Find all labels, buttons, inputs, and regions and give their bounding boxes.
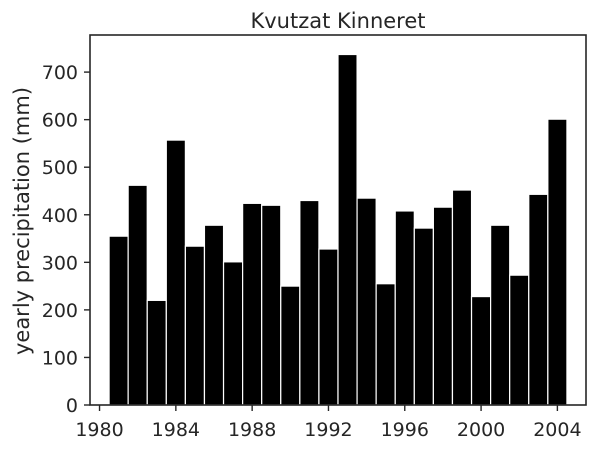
x-tick-label: 1980 [75, 419, 123, 441]
y-tick-label: 100 [42, 347, 78, 369]
bar-2004 [547, 118, 568, 406]
bar-1994 [356, 197, 377, 406]
y-tick-label: 400 [42, 205, 78, 227]
bar-1989 [261, 204, 282, 406]
bar-2001 [490, 224, 511, 406]
bar-1997 [413, 227, 434, 406]
bars-group [108, 53, 568, 406]
x-tick-label: 1984 [152, 419, 200, 441]
bar-1984 [165, 139, 186, 406]
bar-2000 [470, 295, 492, 406]
bar-1999 [451, 189, 473, 406]
bar-2003 [528, 193, 549, 406]
x-tick-label: 1996 [381, 419, 429, 441]
y-tick-label: 0 [66, 395, 78, 417]
bar-1988 [242, 202, 263, 406]
bar-1981 [108, 235, 129, 406]
y-tick-label: 700 [42, 62, 78, 84]
y-tick-label: 200 [42, 300, 78, 322]
bar-1986 [203, 224, 225, 406]
bar-1992 [318, 248, 339, 406]
x-tick-label: 2000 [457, 419, 505, 441]
bar-1996 [394, 210, 415, 406]
y-axis-title: yearly precipitation (mm) [10, 87, 34, 355]
x-axis-ticks: 1980 1984 1988 1992 1996 2000 2004 [75, 405, 582, 441]
y-tick-label: 500 [42, 157, 78, 179]
bar-1987 [222, 261, 244, 406]
x-tick-label: 2004 [533, 419, 581, 441]
y-axis-ticks: 0 100 200 300 400 500 600 700 [42, 62, 90, 417]
chart-title: Kvutzat Kinneret [250, 9, 425, 33]
bar-2002 [509, 274, 530, 406]
bar-1985 [184, 245, 206, 406]
x-tick-label: 1988 [228, 419, 276, 441]
bar-1982 [127, 184, 148, 406]
plot-frame [89, 34, 587, 406]
bar-1983 [146, 299, 167, 406]
y-tick-label: 300 [42, 252, 78, 274]
bar-1991 [299, 199, 320, 406]
y-tick-label: 600 [42, 110, 78, 132]
bar-1993 [337, 53, 358, 406]
x-tick-label: 1992 [304, 419, 352, 441]
bar-1995 [375, 283, 396, 406]
bar-1990 [280, 285, 301, 406]
bar-1998 [432, 206, 454, 406]
